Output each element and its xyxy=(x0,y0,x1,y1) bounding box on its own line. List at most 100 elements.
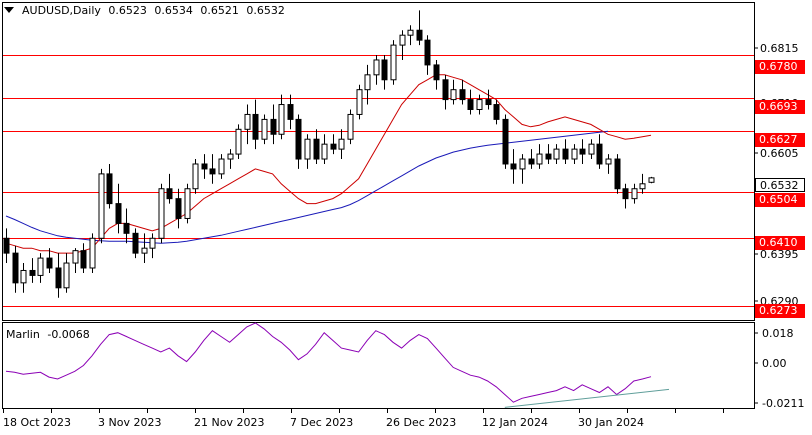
candlesticks[interactable] xyxy=(3,10,655,298)
candle xyxy=(192,159,199,194)
candle xyxy=(123,208,130,244)
candle-body xyxy=(313,138,320,160)
candle-body xyxy=(72,250,79,264)
candle xyxy=(381,55,388,90)
candle-body xyxy=(20,269,27,284)
candle xyxy=(175,188,182,229)
level-price-box: 0.6627 xyxy=(755,133,805,147)
candle xyxy=(390,40,397,85)
indicator-trend-line xyxy=(504,388,670,408)
indicator-value: -0.0068 xyxy=(47,328,90,341)
level-price-box: 0.6273 xyxy=(755,304,805,318)
candle xyxy=(639,173,646,194)
date-tick: 30 Jan 2024 xyxy=(578,416,644,429)
date-tick: 12 Jan 2024 xyxy=(482,416,548,429)
candle xyxy=(72,248,79,273)
candle-body xyxy=(528,158,535,165)
candle-body xyxy=(467,99,474,110)
candle xyxy=(287,94,294,130)
low-value: 0.6521 xyxy=(200,4,239,17)
candle xyxy=(158,183,165,244)
candle xyxy=(330,134,337,155)
candle xyxy=(98,168,105,244)
candle xyxy=(364,64,371,105)
chart-header: AUDUSD,Daily 0.6523 0.6534 0.6521 0.6532 xyxy=(4,4,285,17)
candle xyxy=(562,139,569,164)
candle xyxy=(485,89,492,110)
candle-body xyxy=(106,173,113,205)
price-tick: 0.6815 xyxy=(760,42,799,55)
candle xyxy=(579,139,586,164)
indicator-name: Marlin xyxy=(6,328,40,341)
candle xyxy=(132,228,139,259)
candle-body xyxy=(218,158,225,175)
candle xyxy=(614,154,621,194)
candle-body xyxy=(330,143,337,150)
candle-body xyxy=(304,138,311,160)
marlin-indicator xyxy=(5,322,670,408)
candle xyxy=(46,248,53,273)
candle-body xyxy=(571,148,578,160)
candle xyxy=(89,233,96,273)
candle-body xyxy=(3,237,10,254)
candle-body xyxy=(579,148,586,155)
candle-body xyxy=(605,158,612,165)
candle xyxy=(631,183,638,204)
candle-body xyxy=(442,79,449,101)
candle xyxy=(347,109,354,145)
candle xyxy=(588,139,595,160)
high-value: 0.6534 xyxy=(154,4,193,17)
current-price-box: 0.6532 xyxy=(755,178,805,192)
candle-body xyxy=(55,267,62,289)
candle xyxy=(399,30,406,60)
close-value: 0.6532 xyxy=(246,4,285,17)
candle xyxy=(166,173,173,204)
candle xyxy=(37,253,44,283)
date-tick: 7 Dec 2023 xyxy=(290,416,354,429)
fast-moving-average-line xyxy=(5,74,652,254)
caret-down-icon[interactable] xyxy=(4,7,14,13)
price-tick: 0.6605 xyxy=(760,147,799,160)
candle xyxy=(545,144,552,164)
candle-body xyxy=(622,188,629,200)
candle xyxy=(235,124,242,160)
price-tick: 0.6395 xyxy=(760,248,799,261)
candle xyxy=(442,74,449,110)
candle-body xyxy=(166,188,173,200)
candle-body xyxy=(347,113,354,140)
candle-body xyxy=(510,163,517,170)
candle-body xyxy=(639,183,646,190)
candle-body xyxy=(321,143,328,160)
candle-body xyxy=(364,74,371,91)
level-price-box: 0.6693 xyxy=(755,100,805,114)
symbol-label: AUDUSD,Daily xyxy=(22,4,101,17)
candle-body xyxy=(149,237,156,249)
candle-body xyxy=(184,188,191,219)
candle-body xyxy=(416,29,423,41)
candle xyxy=(321,134,328,164)
candle xyxy=(553,144,560,164)
candle-body xyxy=(631,188,638,200)
candle-body xyxy=(278,104,285,135)
candle xyxy=(356,84,363,120)
candle-body xyxy=(519,158,526,170)
candle-body xyxy=(493,104,500,120)
indicator-pane-frame xyxy=(2,322,755,409)
candle-body xyxy=(390,44,397,81)
indicator-tick: 0.00 xyxy=(762,357,787,370)
candle xyxy=(252,99,259,150)
indicator-tick: -0.0211 xyxy=(762,397,805,410)
candle xyxy=(304,134,311,169)
candle-body xyxy=(98,173,105,239)
candle-body xyxy=(123,222,130,234)
candle-body xyxy=(252,113,259,140)
level-price-box: 0.6410 xyxy=(755,236,805,250)
candle-body xyxy=(476,99,483,110)
candle-body xyxy=(295,118,302,160)
candle xyxy=(536,144,543,169)
candle-body xyxy=(175,198,182,219)
candle-body xyxy=(485,99,492,106)
level-price-box: 0.6780 xyxy=(755,60,805,74)
